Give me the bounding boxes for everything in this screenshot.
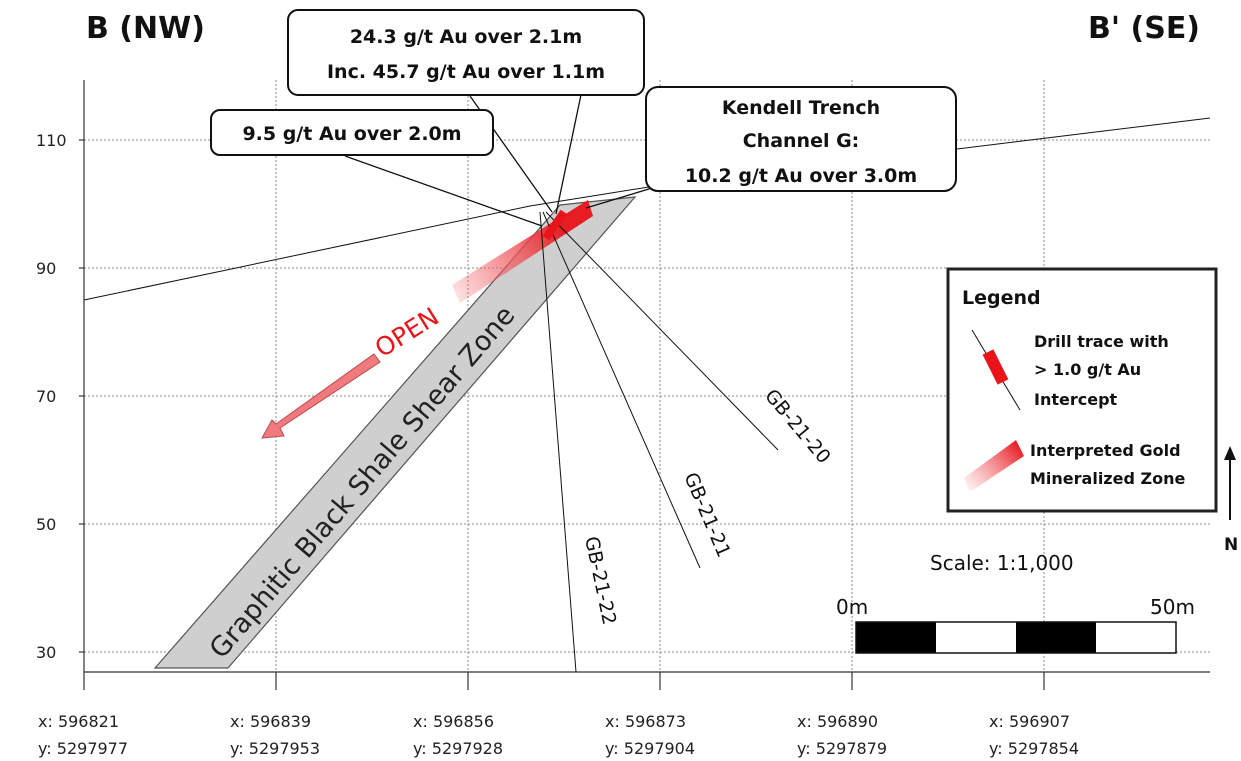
legend-intercept-icon	[982, 349, 1009, 385]
legend: Legend Drill trace with > 1.0 g/t Au Int…	[946, 267, 1218, 513]
coord-x-label: x: 596821	[38, 712, 119, 731]
drill-trace-gb-21-22	[539, 211, 577, 673]
legend-text: Drill trace with	[1034, 332, 1169, 351]
elevation-tick: 110	[36, 131, 67, 150]
section-title-nw: B (NW)	[86, 11, 205, 46]
callout-line: Inc. 45.7 g/t Au over 1.1m	[327, 61, 605, 83]
coord-y-label: y: 5297977	[38, 739, 128, 758]
open-arrow	[261, 353, 381, 439]
elevation-tick: 50	[36, 515, 56, 534]
axes	[79, 80, 1210, 690]
coord-y-label: y: 5297928	[413, 739, 503, 758]
scale-end-label: 50m	[1150, 595, 1195, 619]
drill-traces	[539, 211, 779, 673]
legend-text: Mineralized Zone	[1030, 469, 1185, 488]
coord-y-label: y: 5297879	[797, 739, 887, 758]
drill-hole-label: GB-21-21	[679, 469, 734, 560]
callout-line: 10.2 g/t Au over 3.0m	[685, 165, 917, 187]
coord-x-label: x: 596873	[605, 712, 686, 731]
drill-trace-gb-21-21	[542, 211, 701, 569]
shear-zone	[153, 196, 637, 669]
scale-bar	[855, 621, 1177, 654]
shear-zone-label: Graphitic Black Shale Shear Zone	[204, 300, 522, 664]
intercept-marker	[542, 209, 568, 241]
legend-title: Legend	[962, 287, 1041, 309]
elevation-tick: 30	[36, 643, 56, 662]
callout-line: 9.5 g/t Au over 2.0m	[242, 123, 461, 145]
north-arrow-icon	[1224, 446, 1236, 520]
legend-mineralized-zone-icon	[964, 440, 1024, 492]
legend-text: > 1.0 g/t Au	[1034, 360, 1141, 379]
section-title-se: B' (SE)	[1088, 11, 1200, 46]
drill-hole-label: GB-21-22	[580, 534, 620, 626]
callout-line: 24.3 g/t Au over 2.1m	[350, 26, 582, 48]
elevation-tick: 90	[36, 259, 56, 278]
coord-y-label: y: 5297953	[230, 739, 320, 758]
callout-hole-a: 24.3 g/t Au over 2.1m Inc. 45.7 g/t Au o…	[287, 9, 645, 96]
callout-hole-b: 9.5 g/t Au over 2.0m	[210, 109, 494, 156]
legend-text: Intercept	[1034, 390, 1118, 409]
callout-line: Kendell Trench	[722, 97, 880, 119]
callout-trench: Kendell Trench Channel G: 10.2 g/t Au ov…	[645, 86, 957, 192]
drill-trace-gb-21-20	[545, 211, 779, 451]
scale-start-label: 0m	[836, 595, 868, 619]
callout-line: Channel G:	[743, 130, 860, 152]
drill-hole-label: GB-21-20	[760, 385, 835, 468]
coord-x-label: x: 596856	[413, 712, 494, 731]
coord-x-label: x: 596890	[797, 712, 878, 731]
coord-x-label: x: 596839	[230, 712, 311, 731]
north-label: N	[1224, 535, 1238, 555]
coord-x-label: x: 596907	[989, 712, 1070, 731]
elevation-tick: 70	[36, 387, 56, 406]
coordinate-labels: x: 596821 y: 5297977 x: 596839 y: 529795…	[38, 712, 1079, 758]
legend-text: Interpreted Gold	[1030, 441, 1181, 460]
coord-y-label: y: 5297904	[605, 739, 695, 758]
coord-y-label: y: 5297854	[989, 739, 1079, 758]
scale-text: Scale: 1:1,000	[930, 551, 1074, 575]
